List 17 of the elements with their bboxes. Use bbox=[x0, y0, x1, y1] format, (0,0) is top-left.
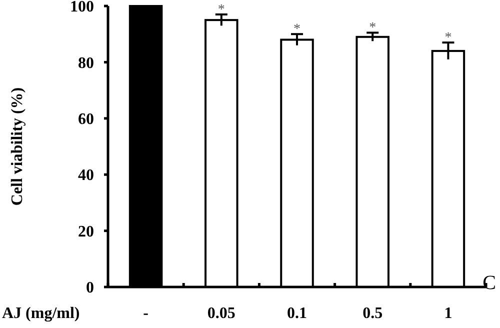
x-tick-label: 0.05 bbox=[207, 305, 236, 322]
x-axis-title: AJ (mg/ml) bbox=[2, 305, 80, 322]
y-tick-label: 80 bbox=[78, 54, 94, 72]
y-tick-label: 60 bbox=[78, 111, 94, 128]
annotation: * bbox=[444, 30, 452, 46]
x-tick-label: 1 bbox=[444, 305, 452, 322]
x-tick-label: 0.5 bbox=[362, 305, 383, 322]
y-axis-title: Cell viability (%) bbox=[9, 87, 26, 206]
y-tick-label: 0 bbox=[86, 280, 94, 297]
annotation: * bbox=[218, 2, 225, 18]
x-tick-label: 0.1 bbox=[287, 305, 307, 322]
annotation: * bbox=[369, 20, 376, 36]
x-tick-label: - bbox=[143, 305, 148, 322]
annotation: * bbox=[294, 22, 300, 38]
y-tick-label: 20 bbox=[78, 223, 94, 240]
y-tick-label: 40 bbox=[78, 167, 94, 184]
y-tick-label: 100 bbox=[70, 0, 94, 16]
